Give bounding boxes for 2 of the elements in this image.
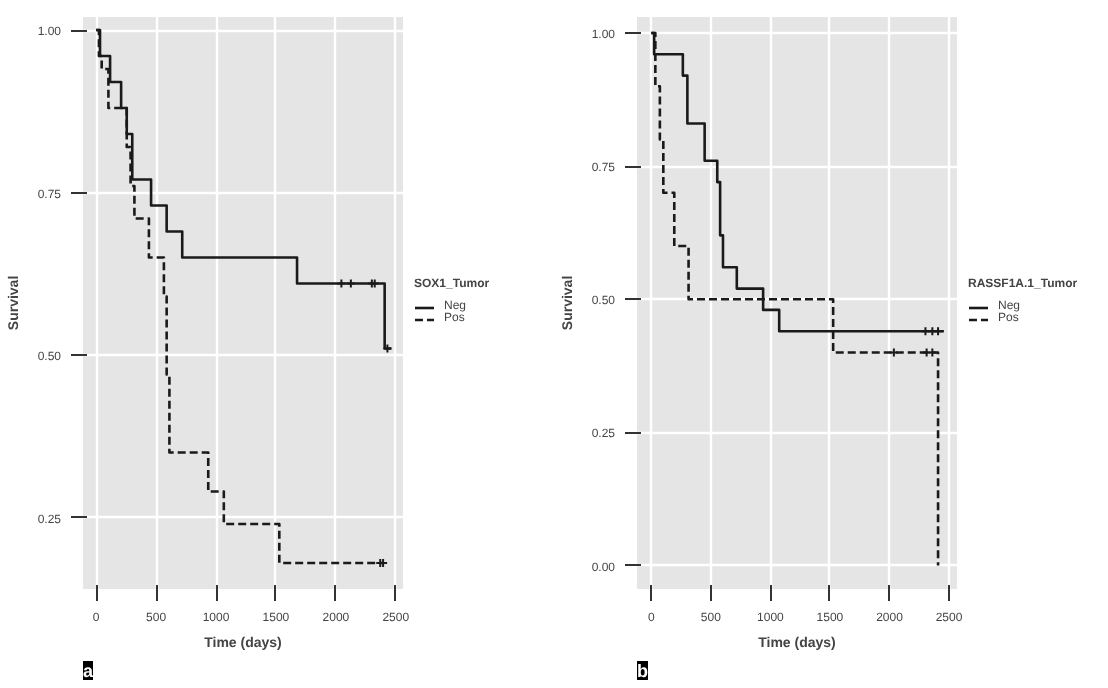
text: b: [637, 661, 649, 681]
text: a: [83, 661, 95, 681]
